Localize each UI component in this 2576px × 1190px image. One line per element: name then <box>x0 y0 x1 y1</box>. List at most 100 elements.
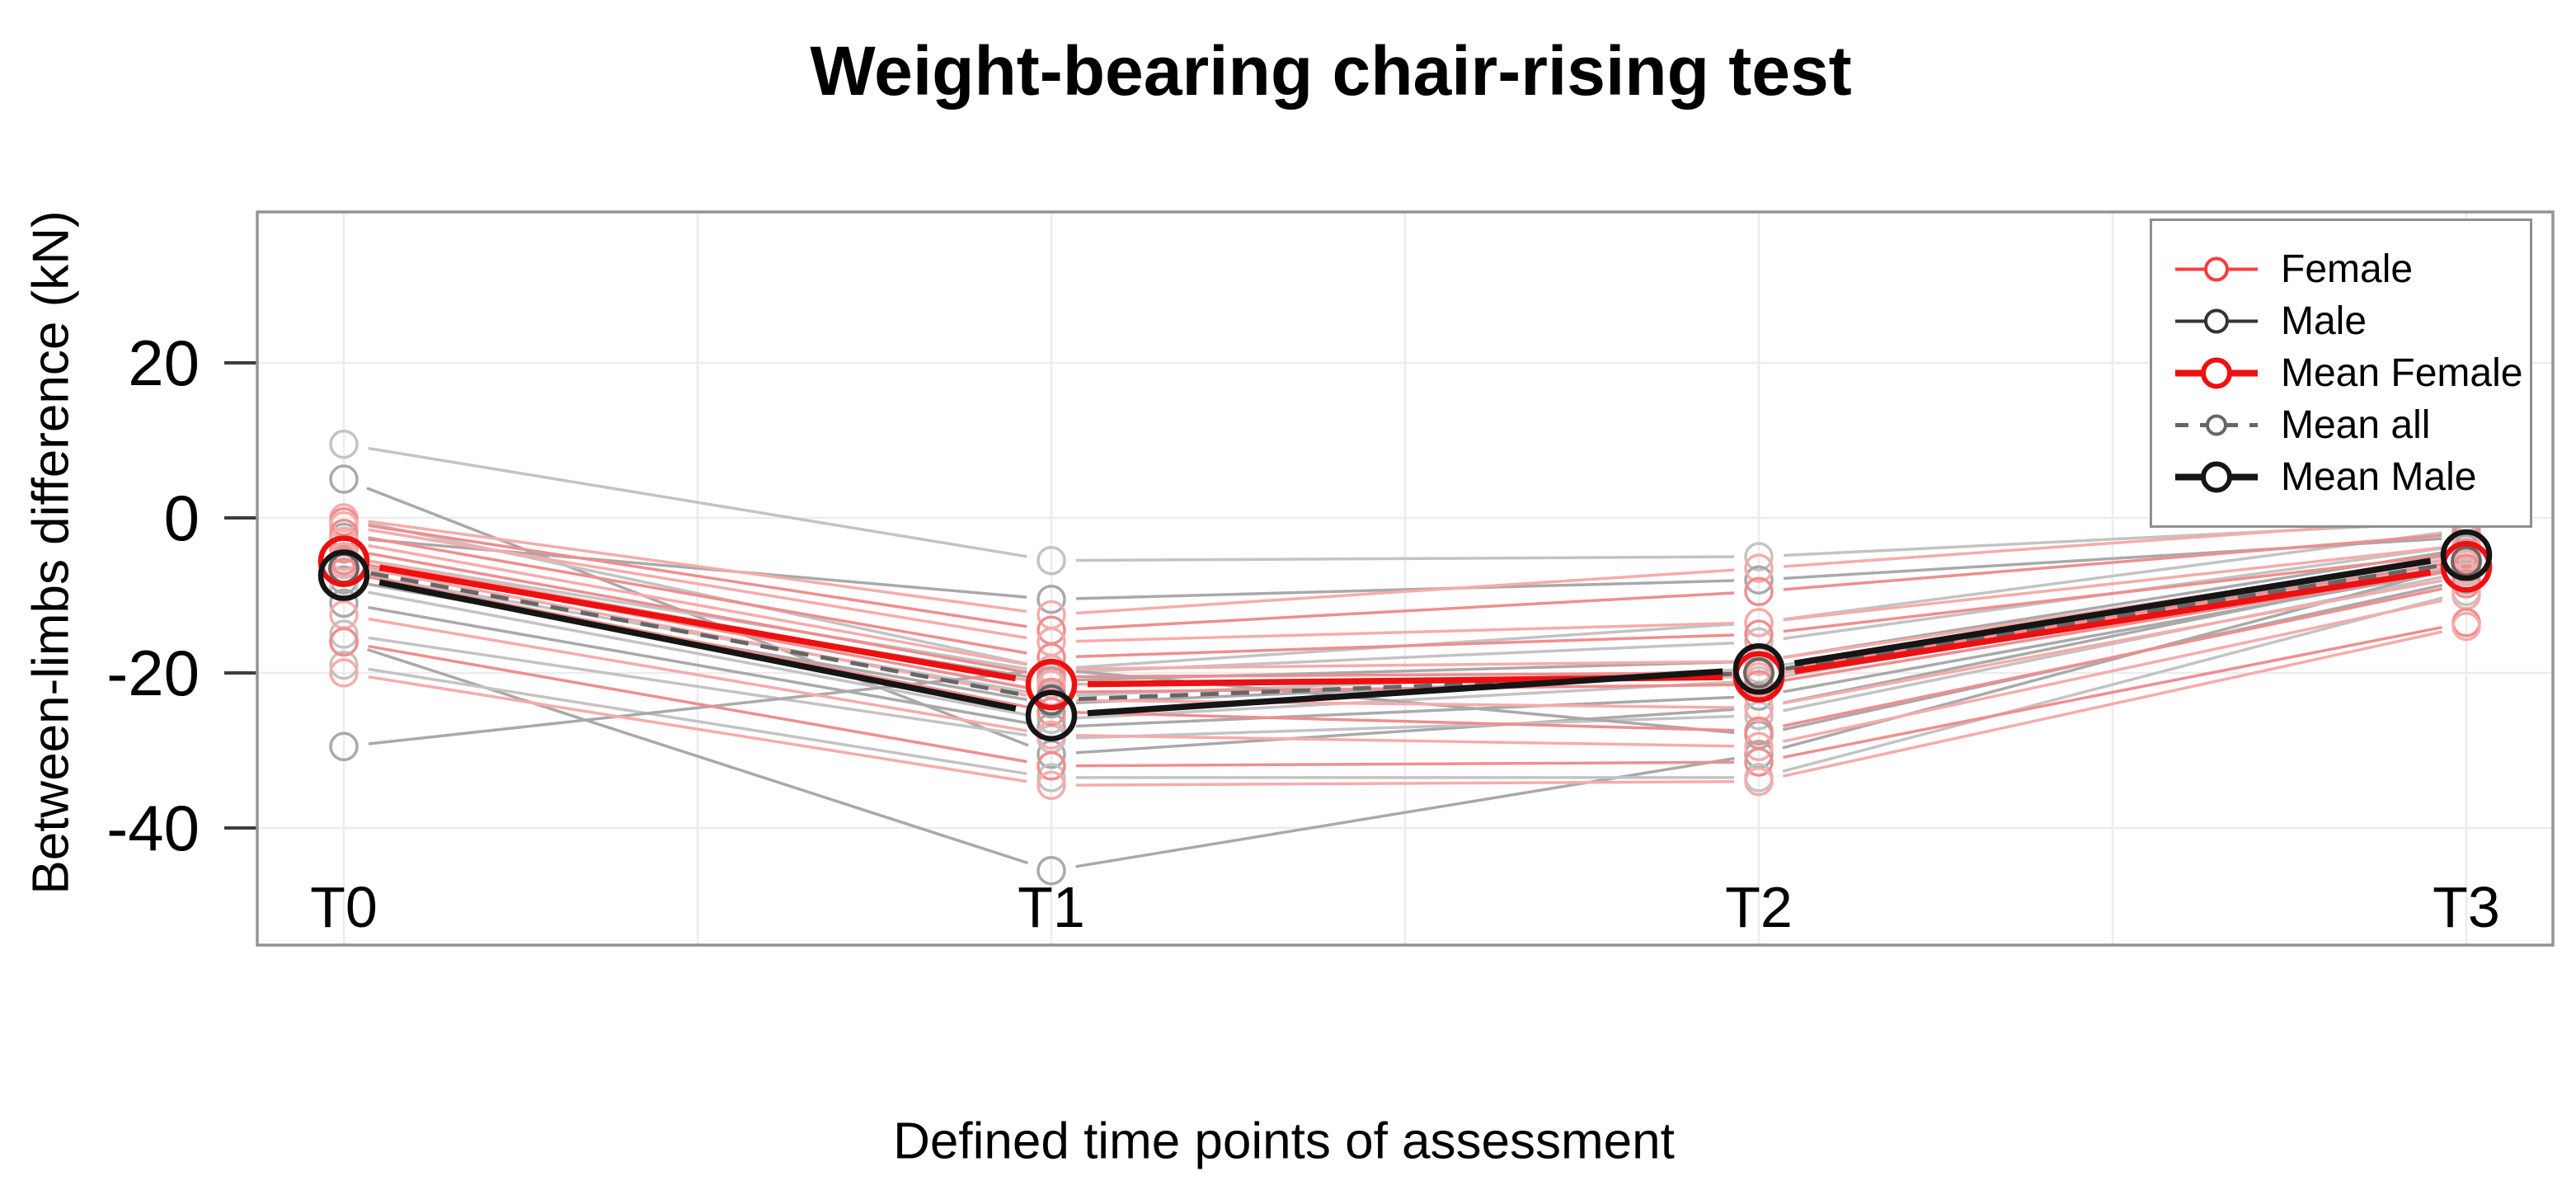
data-point <box>329 658 359 688</box>
data-line <box>1783 546 2442 622</box>
data-line <box>1075 708 1735 755</box>
legend-mean-male-sample-icon <box>2175 461 2258 493</box>
data-line <box>368 617 1027 732</box>
x-tick-label: T2 <box>1725 875 1793 939</box>
data-line <box>368 528 1027 640</box>
data-line <box>1783 587 2442 728</box>
data-point <box>2451 611 2481 642</box>
data-line <box>368 552 1027 675</box>
data-line <box>1075 714 1735 740</box>
plot-border <box>256 210 2555 947</box>
data-point <box>329 731 359 762</box>
female-subject-series <box>329 510 2481 657</box>
data-line <box>368 559 1027 670</box>
data-line <box>1782 596 2443 773</box>
x-axis-label: Defined time points of assessment <box>893 1112 1675 1170</box>
legend-label: Female <box>2281 247 2414 291</box>
data-point <box>1025 658 1078 711</box>
data-line <box>1075 671 1735 679</box>
data-line <box>1782 599 2443 743</box>
data-point <box>329 619 359 649</box>
data-line <box>1782 630 2443 778</box>
legend-label: Mean all <box>2281 403 2431 447</box>
data-point <box>1037 697 1066 727</box>
data-line <box>368 644 1027 764</box>
x-tick-label: T3 <box>2433 875 2500 939</box>
data-point <box>1037 751 1066 781</box>
data-point <box>329 650 359 680</box>
legend-label: Male <box>2281 299 2367 343</box>
data-point <box>1037 763 1066 793</box>
data-line <box>1075 780 1735 787</box>
data-point <box>1744 565 1774 595</box>
data-line <box>1075 683 1735 694</box>
legend-item-male: Male <box>2174 295 2530 347</box>
data-point <box>2440 529 2493 581</box>
data-line <box>1783 553 2442 633</box>
data-point <box>1744 747 1774 777</box>
data-line <box>1783 534 2442 591</box>
legend: Female Male Mean Female Mean all Mean Male <box>2150 219 2532 528</box>
legend-female-sample-icon <box>2175 256 2258 282</box>
data-point <box>1744 608 1774 637</box>
data-point <box>2451 545 2482 577</box>
data-line <box>1783 579 2442 705</box>
data-line <box>1783 571 2442 694</box>
data-line <box>1075 680 1735 720</box>
data-line <box>1075 568 1735 615</box>
legend-item-mean-male: Mean Male <box>2174 451 2530 503</box>
data-line <box>1793 569 2432 675</box>
data-line <box>368 667 1027 775</box>
data-point <box>1037 654 1066 684</box>
data-line <box>368 524 1027 628</box>
female-subject-series <box>329 519 2481 672</box>
data-point <box>1744 766 1774 797</box>
data-line <box>1075 760 1735 768</box>
data-point <box>329 588 359 619</box>
data-point <box>1037 584 1066 614</box>
data-point <box>1744 716 1774 746</box>
data-point <box>329 627 359 657</box>
data-line <box>1075 695 1735 728</box>
data-point <box>1744 553 1774 583</box>
y-tick-label: -20 <box>106 637 200 709</box>
data-line <box>1075 621 1735 643</box>
data-point <box>317 535 370 587</box>
y-tick-label: 0 <box>163 482 200 554</box>
data-line <box>368 590 1027 717</box>
female-subject-series <box>329 611 2481 801</box>
data-line <box>1785 563 2440 671</box>
data-point <box>329 464 359 494</box>
data-point <box>1744 731 1774 762</box>
legend-label: Mean Male <box>2281 455 2477 499</box>
female-subject-series <box>329 581 2481 762</box>
legend-label: Mean Female <box>2281 351 2523 395</box>
legend-item-female: Female <box>2174 243 2530 295</box>
data-line <box>368 675 1027 783</box>
data-line <box>1793 557 2432 667</box>
data-point <box>1744 576 1774 607</box>
data-point <box>317 549 370 601</box>
data-line <box>1783 551 2442 659</box>
legend-mean-all-sample-icon <box>2175 414 2258 436</box>
male-subject-series <box>329 553 2481 742</box>
data-point <box>1025 689 1078 741</box>
data-line <box>1075 660 1735 670</box>
legend-item-mean-female: Mean Female <box>2174 347 2530 399</box>
data-line <box>1075 555 1735 562</box>
x-tick-label: T0 <box>310 875 378 939</box>
data-point <box>1732 643 1785 695</box>
data-line <box>378 579 1017 712</box>
data-line <box>369 571 1026 698</box>
data-line <box>368 446 1027 558</box>
chart-title: Weight-bearing chair-rising test <box>810 32 1852 110</box>
data-point <box>1744 542 1774 571</box>
data-line <box>368 575 1027 694</box>
legend-item-mean-all: Mean all <box>2174 399 2530 451</box>
data-line <box>368 520 1027 614</box>
data-point <box>1037 770 1066 801</box>
male-subject-series <box>329 576 2481 793</box>
data-line <box>368 605 1027 725</box>
